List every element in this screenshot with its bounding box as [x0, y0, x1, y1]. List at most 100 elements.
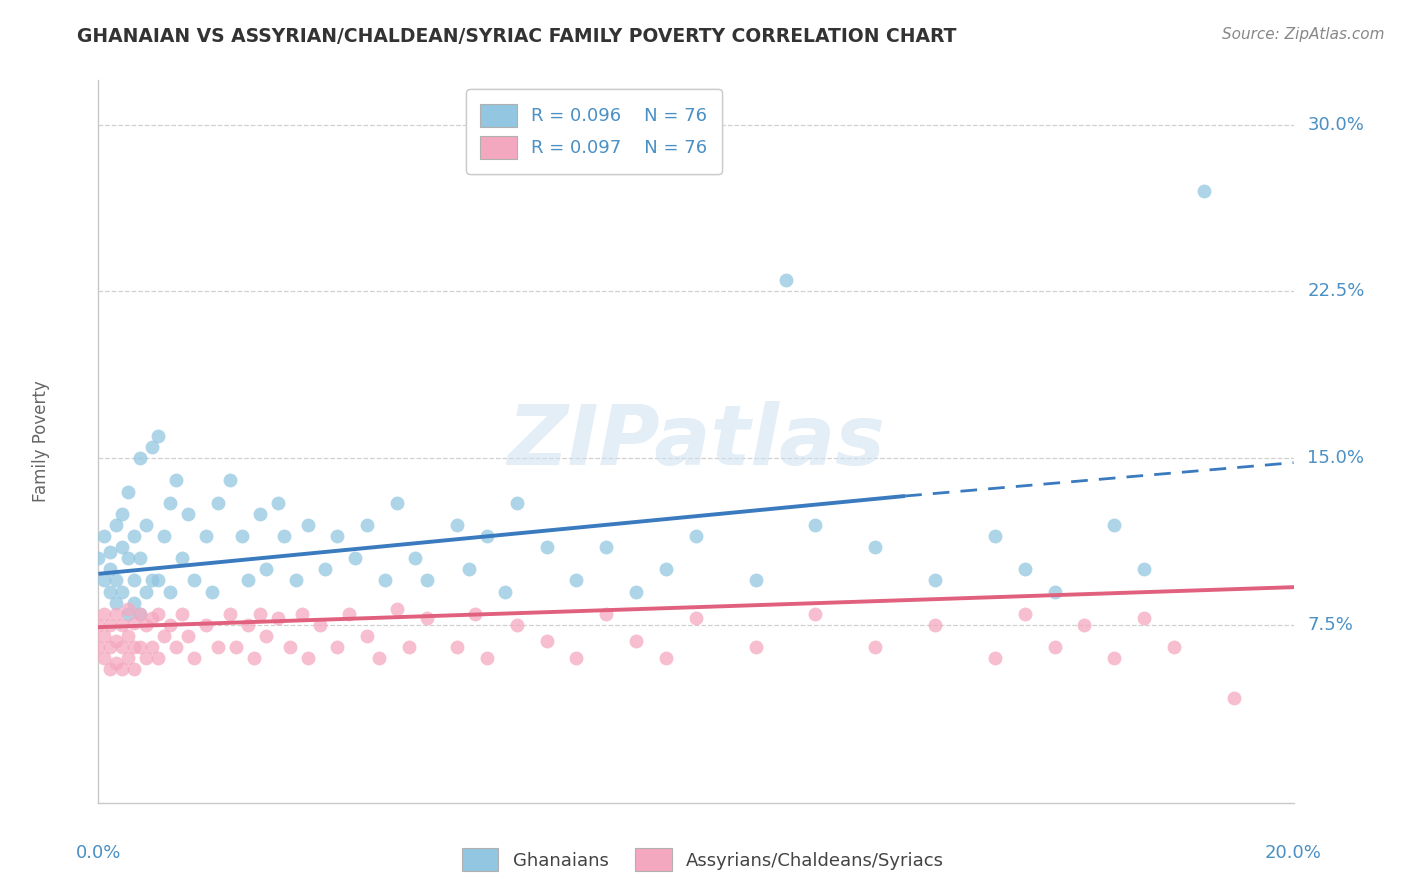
Point — [124, 574, 146, 588]
Point — [315, 562, 337, 576]
Point — [565, 574, 588, 588]
Point — [655, 562, 678, 576]
Point — [148, 607, 170, 621]
Point — [124, 596, 146, 610]
Point — [117, 484, 139, 499]
Point — [308, 618, 330, 632]
Point — [93, 629, 115, 643]
Point — [153, 629, 176, 643]
Point — [159, 618, 181, 632]
Point — [446, 640, 468, 655]
Point — [865, 540, 887, 554]
Point — [595, 607, 617, 621]
Text: 30.0%: 30.0% — [1308, 116, 1364, 134]
Point — [117, 602, 139, 616]
Point — [87, 640, 110, 655]
Point — [626, 633, 648, 648]
Point — [865, 640, 887, 655]
Point — [1104, 517, 1126, 532]
Point — [236, 574, 259, 588]
Point — [536, 540, 558, 554]
Point — [1014, 607, 1036, 621]
Point — [249, 507, 271, 521]
Point — [129, 451, 152, 466]
Point — [1163, 640, 1185, 655]
Point — [506, 496, 529, 510]
Point — [1073, 618, 1095, 632]
Point — [105, 607, 128, 621]
Point — [219, 607, 242, 621]
Text: Family Poverty: Family Poverty — [32, 381, 51, 502]
Point — [207, 496, 229, 510]
Point — [105, 574, 128, 588]
Point — [159, 496, 181, 510]
Point — [565, 651, 588, 665]
Point — [111, 640, 134, 655]
Point — [111, 540, 134, 554]
Point — [254, 562, 277, 576]
Point — [404, 551, 426, 566]
Point — [177, 507, 200, 521]
Point — [344, 551, 367, 566]
Point — [141, 640, 163, 655]
Point — [1014, 562, 1036, 576]
Point — [291, 607, 314, 621]
Text: 15.0%: 15.0% — [1308, 450, 1364, 467]
Point — [165, 640, 187, 655]
Point — [475, 529, 498, 543]
Point — [475, 651, 498, 665]
Point — [374, 574, 396, 588]
Point — [626, 584, 648, 599]
Point — [124, 640, 146, 655]
Point — [177, 629, 200, 643]
Point — [201, 584, 224, 599]
Point — [117, 651, 139, 665]
Point — [117, 551, 139, 566]
Point — [93, 529, 115, 543]
Point — [172, 607, 194, 621]
Point — [685, 611, 707, 625]
Point — [273, 529, 295, 543]
Point — [243, 651, 266, 665]
Point — [98, 544, 122, 558]
Point — [183, 651, 205, 665]
Point — [98, 618, 122, 632]
Point — [105, 517, 128, 532]
Point — [141, 574, 163, 588]
Point — [655, 651, 678, 665]
Point — [297, 517, 319, 532]
Point — [153, 529, 176, 543]
Point — [339, 607, 361, 621]
Point — [775, 273, 797, 287]
Point — [267, 611, 290, 625]
Point — [984, 651, 1007, 665]
Text: ZIPatlas: ZIPatlas — [508, 401, 884, 482]
Point — [148, 651, 170, 665]
Point — [135, 651, 157, 665]
Point — [117, 607, 139, 621]
Point — [159, 584, 181, 599]
Point — [536, 633, 558, 648]
Point — [595, 540, 617, 554]
Point — [1043, 640, 1066, 655]
Point — [284, 574, 307, 588]
Point — [129, 640, 152, 655]
Point — [984, 529, 1007, 543]
Point — [385, 496, 409, 510]
Point — [98, 662, 122, 676]
Point — [87, 551, 110, 566]
Point — [685, 529, 707, 543]
Point — [416, 574, 439, 588]
Point — [924, 574, 946, 588]
Point — [129, 607, 152, 621]
Point — [98, 562, 122, 576]
Point — [464, 607, 486, 621]
Text: 20.0%: 20.0% — [1265, 845, 1322, 863]
Point — [124, 662, 146, 676]
Point — [745, 640, 768, 655]
Point — [236, 618, 259, 632]
Point — [98, 640, 122, 655]
Point — [129, 551, 152, 566]
Point — [249, 607, 271, 621]
Point — [117, 629, 139, 643]
